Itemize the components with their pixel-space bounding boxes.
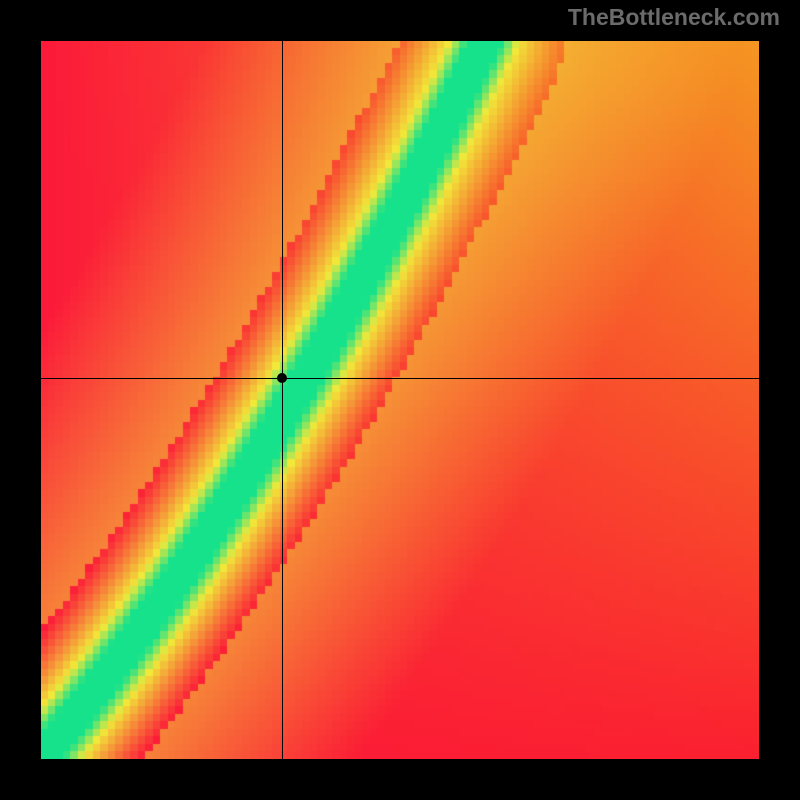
- attribution-text: TheBottleneck.com: [568, 4, 780, 31]
- crosshair-horizontal: [41, 378, 759, 379]
- chart-container: TheBottleneck.com: [0, 0, 800, 800]
- heatmap-canvas: [41, 41, 759, 759]
- crosshair-vertical: [282, 41, 283, 759]
- crosshair-marker: [277, 373, 287, 383]
- plot-area: [41, 41, 759, 759]
